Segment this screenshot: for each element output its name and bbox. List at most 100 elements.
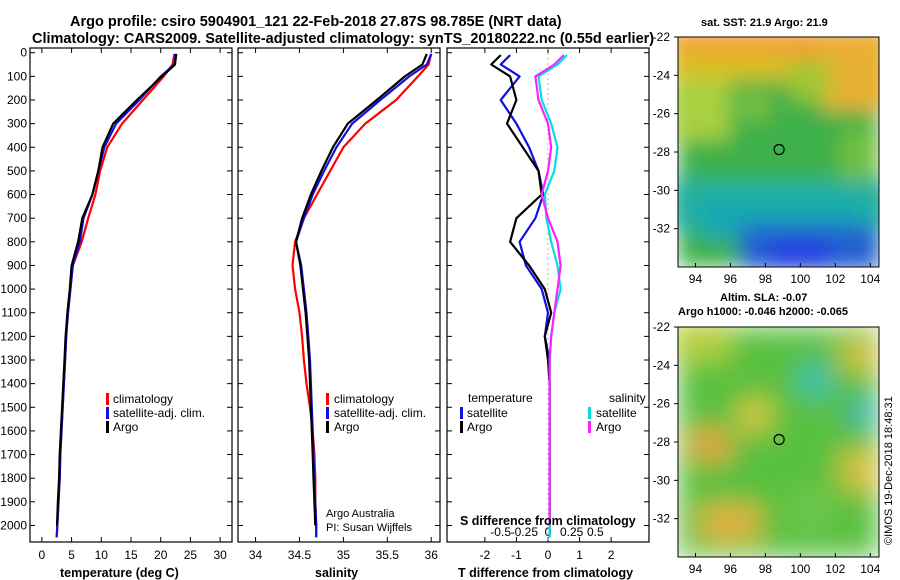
legend-swatch-t-satellite [460, 407, 463, 419]
x-tick-label: -1 [511, 548, 522, 562]
difference-legend: temperature salinity satellite Argo sate… [460, 391, 646, 434]
legend-label-climatology: climatology [113, 392, 173, 406]
difference-xlabel: T difference from climatology [458, 566, 633, 580]
temperature-xlabel: temperature (deg C) [60, 566, 179, 580]
s-diff-tick-label: 0.25 [560, 525, 584, 539]
map-y-tick-label: -28 [653, 435, 671, 449]
x-tick-label: 20 [154, 548, 168, 562]
x-tick-label: 34 [249, 548, 263, 562]
map-y-tick-label: -30 [653, 183, 671, 197]
x-tick-label: 1 [576, 548, 583, 562]
legend-label-t-satellite: satellite [467, 406, 508, 420]
legend-swatch-climatology [326, 393, 329, 405]
sla-map-ticks: 94 96 98 100 102 104 -22 -24 -26 -28 -30 -32 [653, 320, 881, 576]
depth-tick-label: 1800 [0, 471, 27, 485]
map-x-tick-label: 98 [759, 562, 773, 576]
sst-heatmap [678, 37, 879, 267]
map-x-tick-label: 98 [759, 272, 773, 286]
depth-tick-label: 1500 [0, 400, 27, 414]
depth-tick-label: 1100 [1, 306, 27, 320]
map-y-tick-label: -22 [653, 320, 671, 334]
legend-title-salinity: salinity [609, 391, 646, 405]
legend-swatch-t-argo [460, 421, 463, 433]
sla-map-subtitle: Argo h1000: -0.046 h2000: -0.065 [678, 306, 848, 318]
depth-tick-label: 800 [7, 235, 27, 249]
salinity-legend: climatology satellite-adj. clim. Argo [326, 392, 426, 434]
s-diff-tick-label: -0.5 [490, 525, 511, 539]
temperature-legend: climatology satellite-adj. clim. Argo [106, 392, 205, 434]
sst-map-ticks: 94 96 98 100 102 104 -22 -24 -26 -28 -30 -32 [653, 30, 881, 286]
depth-tick-label: 0 [20, 46, 27, 60]
map-y-tick-label: -30 [653, 473, 671, 487]
legend-label-climatology: climatology [334, 392, 394, 406]
map-y-tick-label: -24 [653, 358, 671, 372]
depth-tick-label: 200 [7, 93, 27, 107]
credit-argo-australia: Argo Australia [326, 508, 395, 520]
credit-pi: PI: Susan Wijffels [326, 522, 412, 534]
x-tick-label: -2 [480, 548, 491, 562]
legend-label-argo: Argo [334, 420, 360, 434]
x-tick-label: 25 [184, 548, 198, 562]
legend-label-t-argo: Argo [467, 420, 493, 434]
map-x-tick-label: 94 [689, 562, 703, 576]
sla-heatmap [678, 327, 879, 557]
s-diff-tick-label: -0.25 [511, 525, 539, 539]
x-tick-label: 5 [68, 548, 75, 562]
depth-tick-label: 500 [7, 164, 27, 178]
legend-title-temperature: temperature [468, 391, 533, 405]
x-tick-label: 36 [425, 548, 439, 562]
salinity-panel-frame [237, 47, 441, 543]
legend-swatch-s-argo [588, 421, 591, 433]
imos-stamp: ©IMOS 19-Dec-2018 18:48:31 [883, 396, 895, 545]
sla-profile-location-marker [773, 433, 785, 446]
legend-swatch-satellite [106, 407, 109, 419]
figure-title-line1: Argo profile: csiro 5904901_121 22-Feb-2… [70, 14, 562, 30]
map-y-tick-label: -28 [653, 145, 671, 159]
figure-title-line2: Climatology: CARS2009. Satellite-adjuste… [32, 31, 654, 47]
depth-tick-label: 600 [7, 188, 27, 202]
legend-label-s-satellite: satellite [596, 406, 637, 420]
legend-label-satellite: satellite-adj. clim. [113, 406, 205, 420]
x-tick-label: 2 [608, 548, 615, 562]
depth-tick-label: 100 [7, 69, 27, 83]
map-y-tick-label: -26 [653, 107, 671, 121]
depth-tick-label: 1200 [0, 329, 27, 343]
map-y-tick-label: -24 [653, 68, 671, 82]
map-x-tick-label: 100 [790, 562, 810, 576]
series-t-satellite [499, 54, 551, 538]
legend-swatch-climatology [106, 393, 109, 405]
series-satellite-adj-clim- [55, 53, 177, 538]
sst-map-title: sat. SST: 21.9 Argo: 21.9 [701, 17, 828, 29]
depth-tick-label: 1700 [0, 448, 27, 462]
map-x-tick-label: 102 [825, 272, 845, 286]
map-x-tick-label: 100 [790, 272, 810, 286]
x-tick-label: 0 [545, 548, 552, 562]
x-tick-label: 35 [337, 548, 351, 562]
map-y-tick-label: -22 [653, 30, 671, 44]
series-s-argo [534, 54, 565, 526]
depth-tick-label: 1900 [0, 495, 27, 509]
depth-tick-label: 400 [7, 140, 27, 154]
map-y-tick-label: -32 [653, 222, 671, 236]
map-x-tick-label: 102 [825, 562, 845, 576]
map-x-tick-label: 96 [724, 272, 738, 286]
profile-curves [55, 53, 568, 538]
sla-map-title: Altim. SLA: -0.07 [720, 292, 807, 304]
s-diff-tick-label: 0 [545, 525, 552, 539]
legend-swatch-s-satellite [588, 407, 591, 419]
legend-swatch-satellite [326, 407, 329, 419]
x-tick-label: 15 [124, 548, 138, 562]
depth-tick-label: 1300 [0, 353, 27, 367]
s-diff-tick-label: 0.5 [587, 525, 604, 539]
depth-tick-label: 1000 [0, 282, 27, 296]
x-tick-label: 0 [39, 548, 46, 562]
legend-swatch-argo [106, 421, 109, 433]
depth-tick-label: 300 [7, 117, 27, 131]
map-x-tick-label: 104 [860, 272, 880, 286]
x-tick-label: 35.5 [376, 548, 400, 562]
map-x-tick-label: 104 [860, 562, 880, 576]
salinity-xlabel: salinity [315, 566, 358, 580]
depth-tick-label: 2000 [0, 518, 27, 532]
depth-tick-label: 1400 [0, 377, 27, 391]
